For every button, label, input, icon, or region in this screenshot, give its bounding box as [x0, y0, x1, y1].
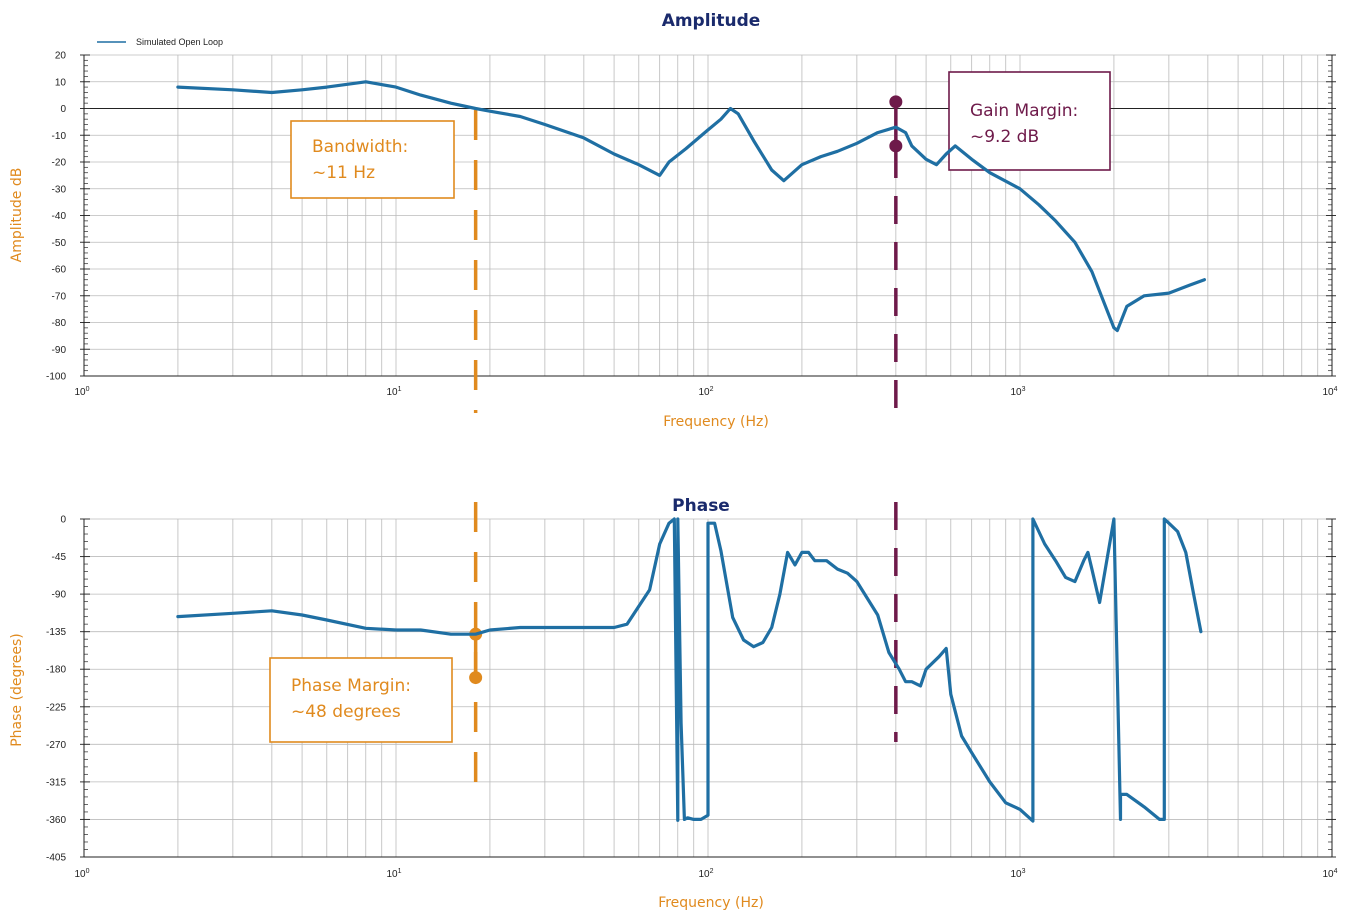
- amplitude-annotations: Bandwidth: ~11 Hz Gain Margin: ~9.2 dB: [290, 71, 1111, 413]
- gain-margin-dot-top: [889, 95, 903, 109]
- phase-x-tick-base: 10: [698, 869, 710, 880]
- phase-x-tick-base: 10: [386, 869, 398, 880]
- phase-y-tick-label: -270: [46, 740, 66, 751]
- phase-y-tick-label: -135: [46, 627, 66, 638]
- phase-x-tick-base: 10: [1010, 869, 1022, 880]
- amplitude-x-tick-base: 10: [1322, 387, 1334, 398]
- phase-y-tick-label: 0: [60, 515, 66, 526]
- phase-y-tick-label: -90: [52, 590, 67, 601]
- amplitude-x-tick-exponent: 3: [1022, 386, 1026, 393]
- phase-y-tick-label: -405: [46, 853, 66, 864]
- phase-annotations: Phase Margin: ~48 degrees: [269, 502, 898, 795]
- amplitude-y-tick-label: -80: [52, 318, 67, 329]
- amplitude-y-tick-label: -40: [52, 211, 67, 222]
- phase-x-tick-label: 104: [1322, 868, 1337, 880]
- phase-x-tick-base: 10: [1322, 869, 1334, 880]
- phase-y-tick-label: -180: [46, 665, 66, 676]
- amplitude-y-tick-label: -20: [52, 158, 67, 169]
- phase-x-tick-label: 102: [698, 868, 713, 880]
- phase-x-axis-label: Frequency (Hz): [658, 895, 764, 911]
- phase-x-tick-label: 103: [1010, 868, 1025, 880]
- phase-x-tick-exponent: 0: [86, 868, 90, 875]
- phase-title: Phase: [672, 496, 730, 516]
- amplitude-series-group: [176, 80, 1207, 333]
- amplitude-x-tick-label: 101: [386, 386, 401, 398]
- amplitude-x-tick-exponent: 2: [710, 386, 714, 393]
- amplitude-panel: Amplitude 20100-10-20-30-40-50-60-70-80-…: [9, 11, 1338, 430]
- phase-margin-label-text: Phase Margin:: [291, 676, 411, 696]
- bandwidth-label-text: ~11 Hz: [312, 163, 375, 183]
- phase-y-tick-label: -360: [46, 815, 66, 826]
- gain-margin-dot-bottom: [889, 139, 903, 153]
- amplitude-y-tick-label: -30: [52, 184, 67, 195]
- phase-series-line: [176, 517, 1203, 823]
- amplitude-x-tick-exponent: 0: [86, 386, 90, 393]
- amplitude-x-tick-label: 102: [698, 386, 713, 398]
- legend: Simulated Open Loop: [97, 37, 223, 47]
- gain-margin-label-box: [948, 71, 1111, 171]
- phase-title-bg: [664, 493, 738, 517]
- amplitude-x-tick-base: 10: [386, 387, 398, 398]
- amplitude-x-tick-exponent: 4: [1334, 386, 1338, 393]
- amplitude-x-tick-base: 10: [1010, 387, 1022, 398]
- gain-margin-label-text: Gain Margin:: [970, 101, 1078, 121]
- amplitude-y-tick-label: 10: [55, 77, 67, 88]
- phase-x-tick-base: 10: [74, 869, 86, 880]
- amplitude-x-tick-exponent: 1: [398, 386, 402, 393]
- phase-y-tick-label: -315: [46, 777, 66, 788]
- phase-series-group: [176, 517, 1203, 823]
- legend-entry: Simulated Open Loop: [136, 37, 223, 47]
- amplitude-y-tick-label: -90: [52, 345, 67, 356]
- bandwidth-label-text: Bandwidth:: [312, 137, 408, 157]
- amplitude-x-tick-base: 10: [698, 387, 710, 398]
- amplitude-y-tick-label: -100: [46, 372, 66, 383]
- amplitude-x-axis-label: Frequency (Hz): [663, 414, 769, 430]
- phase-x-tick-exponent: 1: [398, 868, 402, 875]
- bandwidth-label-box: [290, 120, 455, 199]
- phase-x-tick-exponent: 4: [1334, 868, 1338, 875]
- phase-margin-label-box: [269, 657, 453, 743]
- amplitude-y-tick-label: -70: [52, 291, 67, 302]
- amplitude-y-tick-label: -50: [52, 238, 67, 249]
- amplitude-y-tick-label: -10: [52, 131, 67, 142]
- amplitude-y-tick-label: 20: [55, 51, 67, 62]
- amplitude-y-axis-label: Amplitude dB: [9, 168, 25, 263]
- phase-x-tick-label: 101: [386, 868, 401, 880]
- phase-y-tick-label: -45: [52, 552, 67, 563]
- amplitude-x-tick-base: 10: [74, 387, 86, 398]
- amplitude-grid: [83, 54, 1332, 377]
- gain-margin-label-text: ~9.2 dB: [970, 127, 1039, 147]
- phase-x-tick-exponent: 3: [1022, 868, 1026, 875]
- phase-x-tick-label: 100: [74, 868, 89, 880]
- amplitude-title: Amplitude: [662, 11, 761, 31]
- phase-x-tick-exponent: 2: [710, 868, 714, 875]
- phase-margin-dot-bottom: [469, 671, 483, 685]
- amplitude-y-tick-label: -60: [52, 265, 67, 276]
- phase-y-axis-label: Phase (degrees): [9, 633, 25, 747]
- amplitude-x-tick-label: 100: [74, 386, 89, 398]
- amplitude-y-tick-label: 0: [60, 104, 66, 115]
- phase-margin-label-text: ~48 degrees: [291, 702, 401, 722]
- amplitude-series-line: [176, 80, 1207, 333]
- amplitude-x-tick-label: 104: [1322, 386, 1337, 398]
- amplitude-x-tick-label: 103: [1010, 386, 1025, 398]
- phase-y-tick-label: -225: [46, 702, 66, 713]
